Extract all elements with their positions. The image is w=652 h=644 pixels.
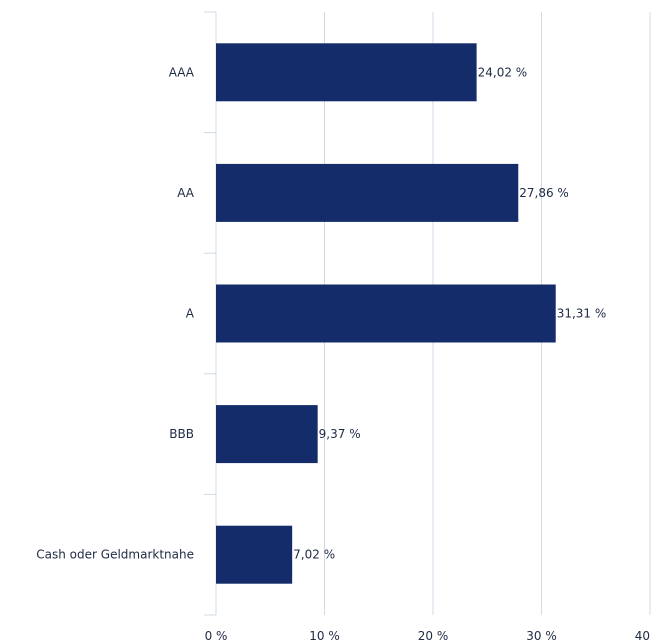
- data-label: 9,37 %: [319, 427, 361, 441]
- x-tick-label: 10 %: [309, 629, 340, 643]
- category-label: AA: [177, 186, 195, 200]
- x-tick-label: 30 %: [526, 629, 557, 643]
- bars: [216, 43, 556, 584]
- bar-a: [216, 284, 556, 343]
- category-label: BBB: [169, 427, 194, 441]
- data-label: 24,02 %: [478, 65, 528, 79]
- data-label: 27,86 %: [519, 186, 569, 200]
- data-label: 7,02 %: [293, 548, 335, 562]
- bar-bbb: [216, 405, 318, 464]
- y-axis: [204, 11, 217, 616]
- bar-aaa: [216, 43, 477, 102]
- category-label: AAA: [169, 65, 195, 79]
- bar-cash-oder-geldmarktnahe: [216, 525, 293, 584]
- x-tick-label: 40 %: [635, 629, 652, 643]
- category-label: A: [186, 307, 195, 321]
- x-tick-label: 20 %: [418, 629, 449, 643]
- category-label: Cash oder Geldmarktnahe: [36, 548, 194, 562]
- bar-aa: [216, 163, 519, 222]
- data-label: 31,31 %: [557, 307, 607, 321]
- labels: 0 % 10 % 20 % 30 % 40 % AAA 24,02 % AA 27,86 % A 3…: [36, 65, 652, 643]
- x-tick-label: 0 %: [205, 629, 228, 643]
